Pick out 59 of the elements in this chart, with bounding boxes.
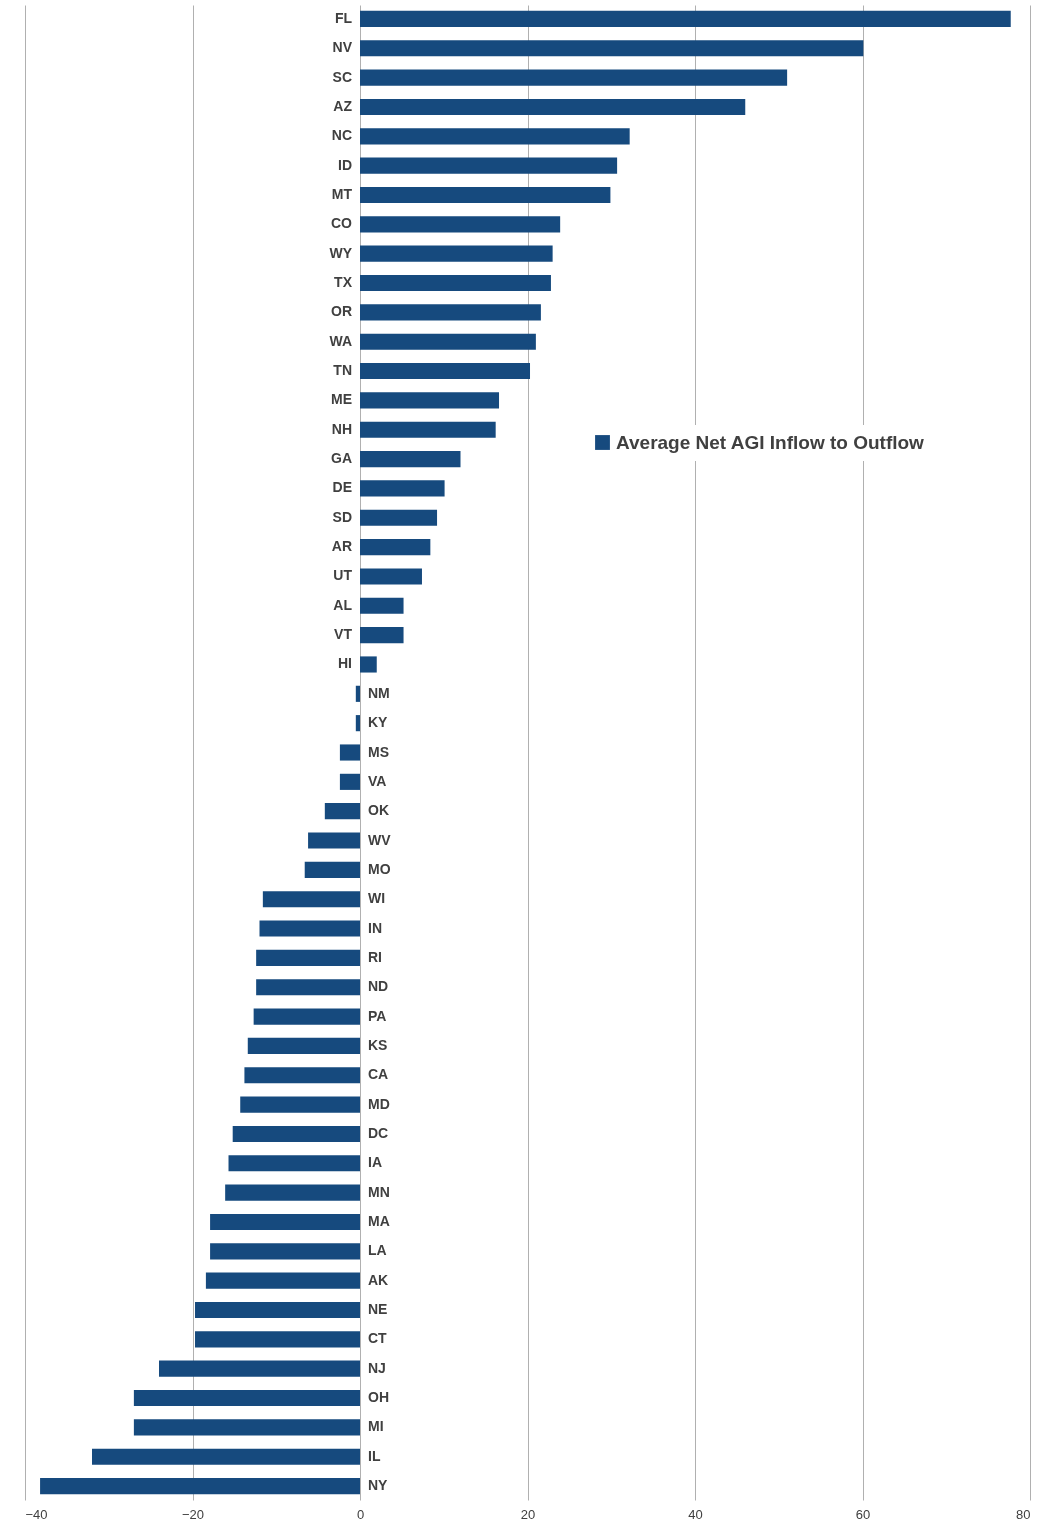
x-tick-label: −40	[25, 1506, 48, 1522]
x-tick-label: 80	[1016, 1506, 1031, 1522]
y-tick-label: WA	[329, 332, 352, 349]
y-tick-label: VA	[368, 772, 387, 789]
x-tick-label: −20	[181, 1506, 205, 1522]
y-tick-label: AL	[333, 596, 353, 613]
y-tick-label: CO	[331, 215, 353, 232]
y-tick-label: IN	[368, 919, 382, 936]
y-tick-label: NM	[368, 684, 390, 701]
y-tick-label: MO	[368, 860, 391, 877]
y-tick-label: OR	[331, 303, 352, 320]
y-tick-label: UT	[333, 567, 353, 584]
y-tick-label: ND	[368, 978, 389, 995]
y-tick-label: SC	[332, 68, 352, 85]
y-tick-label: ID	[338, 156, 352, 173]
y-tick-label: WV	[368, 831, 392, 848]
x-tick-label: 20	[520, 1506, 536, 1522]
y-tick-label: OH	[368, 1389, 389, 1406]
y-tick-label: AZ	[333, 97, 353, 114]
y-tick-label: LA	[368, 1242, 387, 1259]
y-tick-label: IL	[368, 1447, 381, 1464]
y-tick-label: WI	[368, 890, 386, 907]
y-tick-label: AR	[331, 538, 352, 555]
y-tick-label: CT	[368, 1330, 388, 1347]
y-tick-label: RI	[368, 948, 382, 965]
y-tick-label: DC	[368, 1124, 389, 1141]
y-tick-label: NH	[331, 420, 352, 437]
y-tick-label: MD	[368, 1095, 390, 1112]
y-tick-label: NY	[368, 1477, 389, 1494]
y-tick-label: MS	[368, 743, 389, 760]
y-tick-label: TX	[334, 274, 353, 291]
legend-label: Average Net AGI Inflow to Outflow	[616, 431, 925, 453]
y-tick-label: GA	[331, 450, 352, 467]
y-tick-label: DE	[332, 479, 352, 496]
x-tick-label: 0	[356, 1506, 365, 1522]
y-tick-label: MA	[368, 1212, 390, 1229]
y-tick-label: OK	[368, 802, 389, 819]
y-tick-label: IA	[368, 1154, 382, 1171]
y-tick-label: NE	[368, 1301, 388, 1318]
y-tick-label: SD	[332, 508, 352, 525]
y-tick-label: WY	[329, 244, 353, 261]
y-tick-label: HI	[338, 655, 352, 672]
x-tick-label: 60	[855, 1506, 871, 1522]
y-tick-label: KY	[368, 714, 389, 731]
y-tick-label: MI	[368, 1418, 384, 1435]
y-tick-label: KS	[368, 1036, 388, 1053]
y-tick-label: AK	[368, 1271, 389, 1288]
y-tick-label: PA	[368, 1007, 387, 1024]
y-tick-label: NJ	[368, 1359, 386, 1376]
y-tick-label: NV	[332, 39, 353, 56]
x-tick-label: 40	[688, 1506, 703, 1522]
y-tick-label: MT	[331, 185, 353, 202]
y-tick-label: NC	[331, 127, 352, 144]
y-tick-label: MN	[368, 1183, 390, 1200]
y-tick-label: ME	[331, 391, 352, 408]
y-tick-label: CA	[368, 1066, 389, 1083]
y-tick-label: TN	[333, 362, 352, 379]
y-tick-label: VT	[334, 626, 353, 643]
y-tick-label: FL	[334, 9, 353, 26]
